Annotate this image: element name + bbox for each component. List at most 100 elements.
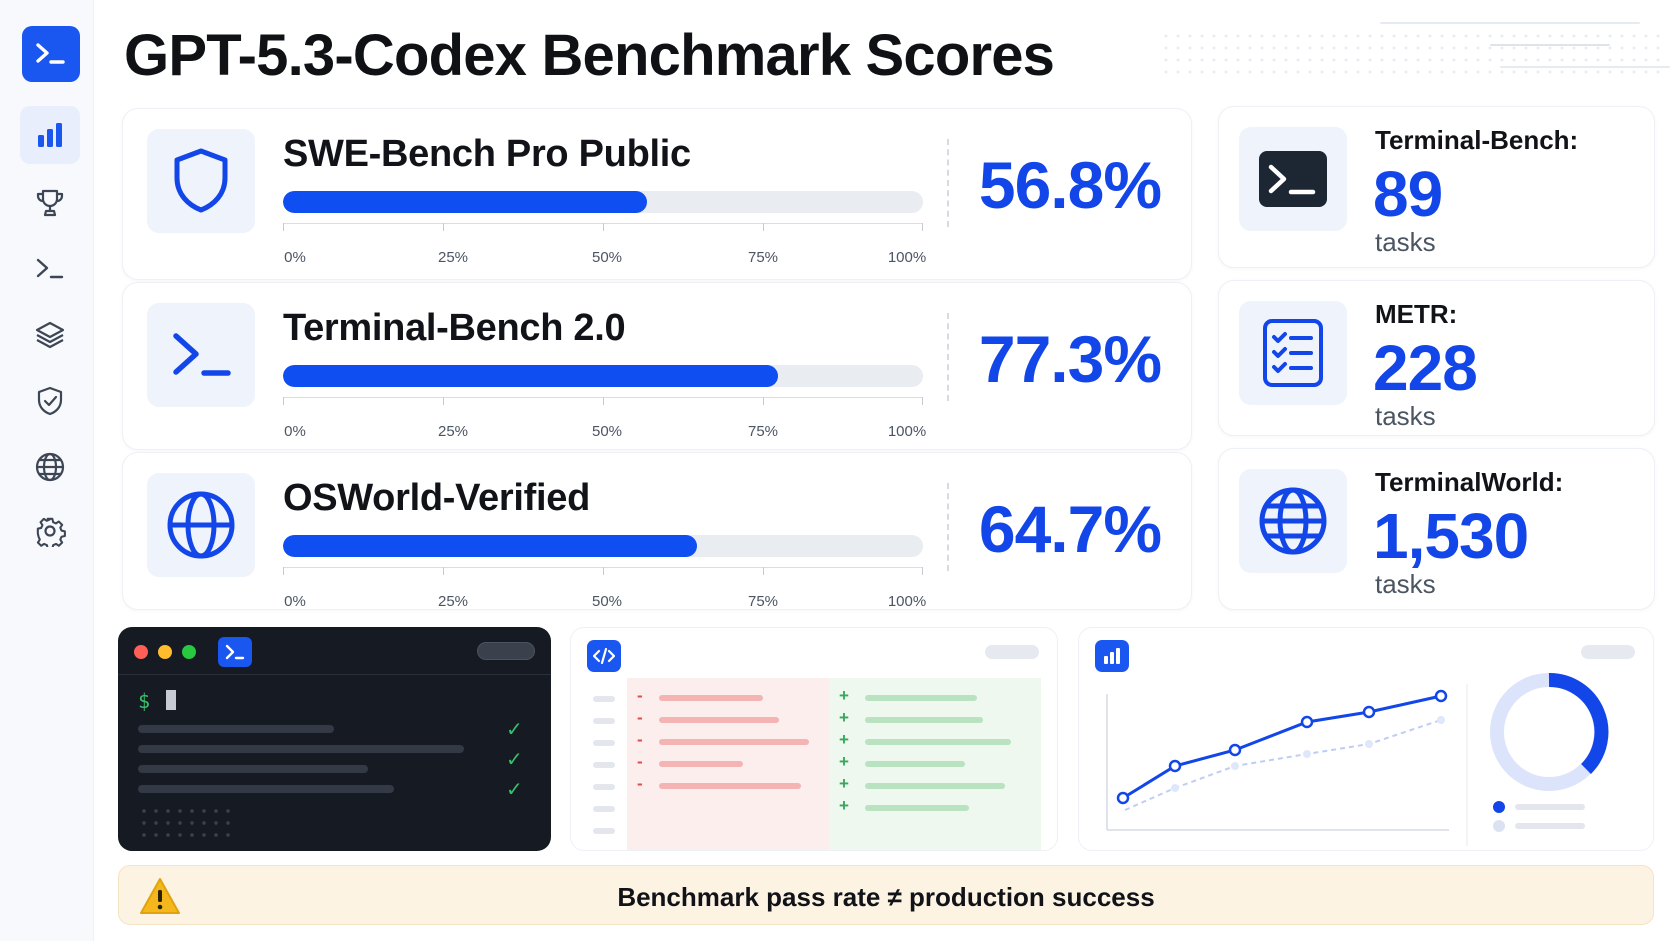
shield-icon <box>174 148 228 213</box>
progress-axis <box>283 567 923 575</box>
terminal-output-line <box>138 745 464 753</box>
stat-card-terminal-bench: Terminal-Bench: 89 tasks <box>1218 106 1655 268</box>
sidebar-item-benchmarks[interactable] <box>20 106 80 164</box>
app-logo[interactable] <box>22 26 80 82</box>
axis-tick-label: 100% <box>887 423 927 440</box>
progress-axis <box>283 397 923 405</box>
sidebar-item-settings[interactable] <box>20 502 80 560</box>
progress-axis <box>283 223 923 231</box>
progress-fill <box>283 365 778 387</box>
warning-banner: Benchmark pass rate ≠ production success <box>118 865 1654 925</box>
sidebar <box>0 0 94 941</box>
axis-tick-label: 50% <box>591 593 623 610</box>
diff-added-line <box>865 717 983 723</box>
sidebar-item-layers[interactable] <box>20 306 80 364</box>
window-maximize-dot[interactable] <box>182 645 196 659</box>
globe-icon <box>1259 487 1327 555</box>
progress-track <box>283 191 923 213</box>
chart-badge <box>1095 640 1129 672</box>
benchmark-name: Terminal-Bench 2.0 <box>283 307 626 349</box>
progress-track <box>283 365 923 387</box>
benchmark-icon-box <box>147 473 255 577</box>
window-close-dot[interactable] <box>134 645 148 659</box>
benchmark-card-terminal-bench: Terminal-Bench 2.0 0% 25% 50% 75% 100% 7… <box>122 282 1192 450</box>
benchmark-score: 64.7% <box>978 492 1162 566</box>
benchmark-name: SWE-Bench Pro Public <box>283 133 691 175</box>
check-icon: ✓ <box>506 719 523 741</box>
sidebar-item-web[interactable] <box>20 438 80 496</box>
axis-tick-label: 75% <box>747 249 779 266</box>
diff-removed-line <box>659 695 763 701</box>
axis-tick-label: 25% <box>437 593 469 610</box>
stat-card-metr: METR: 228 tasks <box>1218 280 1655 436</box>
terminal-badge <box>218 637 252 667</box>
axis-tick-label: 25% <box>437 249 469 266</box>
benchmark-score: 56.8% <box>978 148 1162 222</box>
terminal-icon <box>1259 151 1327 207</box>
diff-removed-line <box>659 739 809 745</box>
panel-toolbar-pill[interactable] <box>1581 645 1635 659</box>
terminal-output-line <box>138 725 334 733</box>
card-divider <box>947 483 949 571</box>
progress-fill <box>283 535 698 557</box>
progress-track <box>283 535 923 557</box>
trophy-icon <box>36 189 64 217</box>
stat-unit: tasks <box>1375 227 1436 257</box>
header-decoration-line <box>1380 22 1640 24</box>
axis-tick-label: 100% <box>887 249 927 266</box>
bar-chart-icon <box>38 123 62 147</box>
benchmark-card-osworld: OSWorld-Verified 0% 25% 50% 75% 100% 64.… <box>122 452 1192 610</box>
terminal-cursor <box>166 690 176 710</box>
trend-chart-panel <box>1078 627 1654 851</box>
stat-label: Terminal-Bench: <box>1375 125 1579 155</box>
diff-minus-sign: - <box>637 752 643 771</box>
terminal-output-line <box>138 765 368 773</box>
sidebar-item-terminal[interactable] <box>20 240 80 298</box>
diff-gutter-line <box>593 762 615 768</box>
axis-tick-label: 75% <box>747 423 779 440</box>
sidebar-item-security[interactable] <box>20 372 80 430</box>
diff-removed-line <box>659 717 779 723</box>
stat-label: TerminalWorld: <box>1375 467 1564 497</box>
diff-plus-sign: + <box>839 752 849 771</box>
card-divider <box>947 313 949 401</box>
page-title: GPT-5.3-Codex Benchmark Scores <box>124 23 1055 88</box>
gear-icon <box>36 517 66 547</box>
axis-tick-label: 75% <box>747 593 779 610</box>
stat-value: 89 <box>1373 158 1443 230</box>
diff-added-line <box>865 695 977 701</box>
window-minimize-dot[interactable] <box>158 645 172 659</box>
diff-minus-sign: - <box>637 686 643 705</box>
check-icon: ✓ <box>506 749 523 771</box>
diff-plus-sign: + <box>839 796 849 815</box>
diff-gutter-line <box>593 696 615 702</box>
axis-tick-label: 25% <box>437 423 469 440</box>
terminal-logo-icon <box>36 43 65 64</box>
diff-removed-line <box>659 761 743 767</box>
diff-minus-sign: - <box>637 774 643 793</box>
sidebar-item-leaderboard[interactable] <box>20 174 80 232</box>
axis-tick-label: 0% <box>284 423 306 440</box>
terminal-toolbar-pill[interactable] <box>477 642 535 660</box>
benchmark-icon-box <box>147 303 255 407</box>
panel-toolbar-pill[interactable] <box>985 645 1039 659</box>
stat-icon-box <box>1239 127 1347 231</box>
diff-plus-sign: + <box>839 686 849 705</box>
benchmark-name: OSWorld-Verified <box>283 477 590 519</box>
check-icon: ✓ <box>506 779 523 801</box>
diff-gutter-line <box>593 784 615 790</box>
card-divider <box>947 139 949 227</box>
warning-icon <box>140 878 180 914</box>
progress-fill <box>283 191 647 213</box>
terminal-icon <box>173 333 231 376</box>
diff-minus-sign: - <box>637 730 643 749</box>
diff-added-line <box>865 739 1011 745</box>
warning-text: Benchmark pass rate ≠ production success <box>617 882 1155 912</box>
axis-tick-label: 0% <box>284 593 306 610</box>
terminal-output-line <box>138 785 394 793</box>
diff-plus-sign: + <box>839 708 849 727</box>
diff-plus-sign: + <box>839 730 849 749</box>
code-badge <box>587 640 621 672</box>
header-decoration-line <box>1500 66 1670 68</box>
axis-tick-label: 100% <box>887 593 927 610</box>
